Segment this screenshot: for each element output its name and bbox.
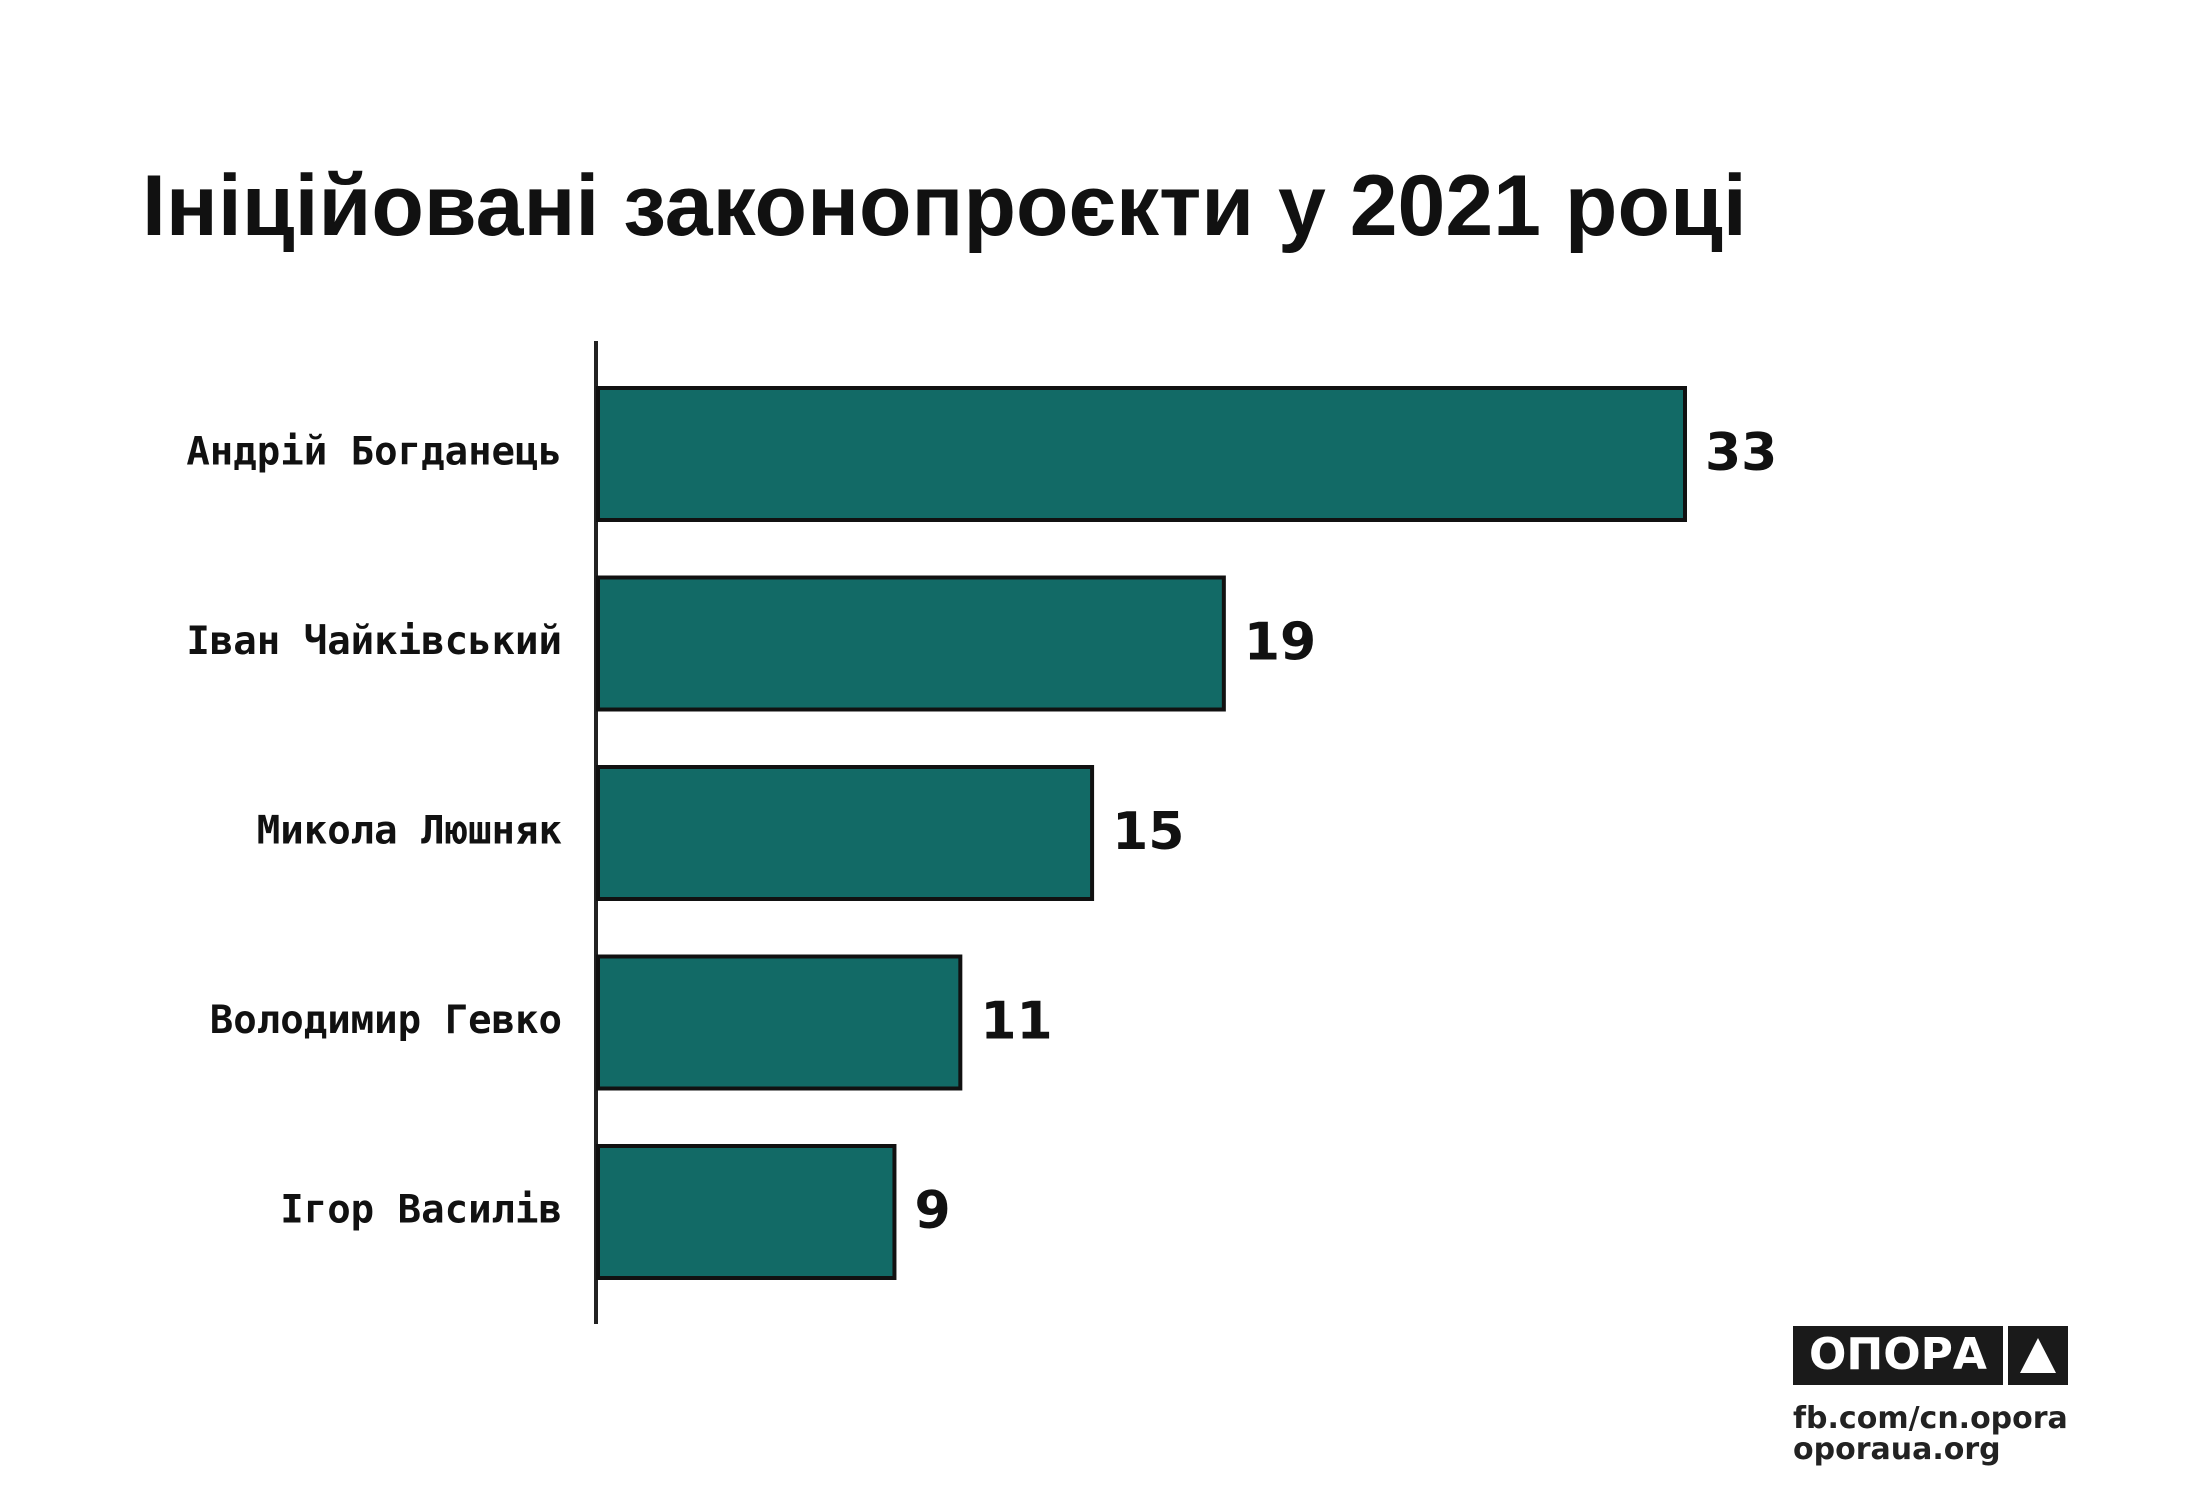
value-label: 15 (1112, 802, 1184, 862)
bar (596, 575, 1226, 712)
footer-link: oporaua.org (1793, 1432, 2001, 1467)
category-label: Іван Чайківський (186, 619, 562, 664)
logo-text: ОПОРА (1809, 1329, 1987, 1380)
logo-box (1793, 1326, 2003, 1385)
chart-title: Ініційовані законопроєкти у 2021 році (142, 158, 1747, 254)
value-label: 9 (914, 1181, 950, 1241)
logo: ОПОРА (1793, 1326, 2068, 1385)
value-label: 33 (1705, 423, 1777, 483)
category-label: Андрій Богданець (186, 430, 562, 475)
category-label: Володимир Гевко (210, 998, 562, 1043)
bar (596, 1144, 897, 1280)
footer-link: fb.com/cn.opora (1793, 1401, 2068, 1436)
logo-triangle (2020, 1338, 2056, 1373)
value-label: 19 (1244, 613, 1316, 673)
bar (596, 765, 1095, 901)
bar (596, 954, 963, 1091)
category-label: Микола Люшняк (257, 809, 562, 854)
category-label: Ігор Василів (280, 1188, 562, 1233)
bar (596, 386, 1687, 522)
value-label: 11 (980, 992, 1052, 1052)
